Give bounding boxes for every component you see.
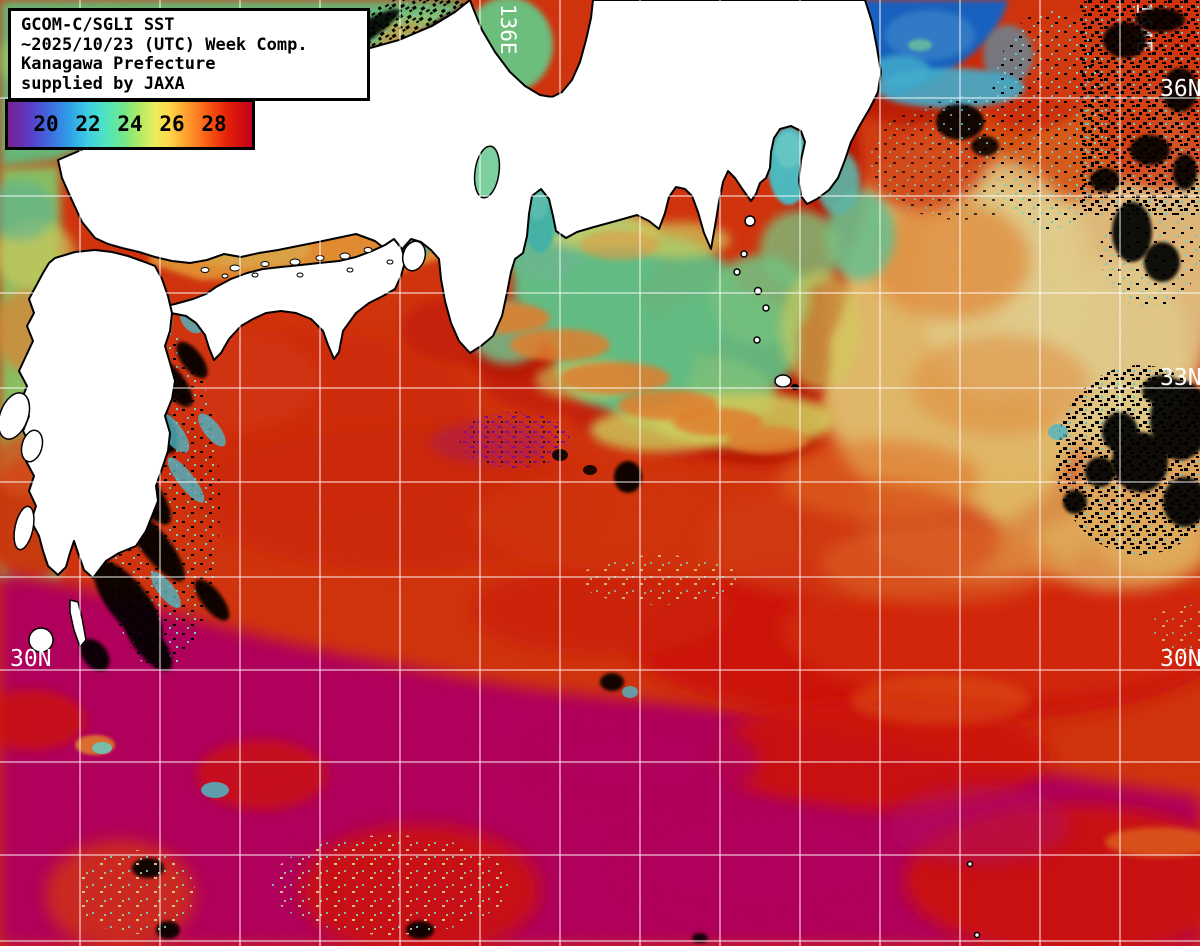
latitude-label-30n-left: 30N: [10, 646, 52, 672]
title-line-region: Kanagawa Prefecture: [21, 54, 216, 74]
colorbar-tick-22: 22: [75, 111, 101, 136]
colorbar-tick-26: 26: [159, 111, 185, 136]
land-kyushu: [18, 249, 176, 579]
land-layer: [0, 0, 981, 939]
latitude-label-33n-right: 33N: [1160, 365, 1200, 391]
latitude-label-36n-right: 36N: [1160, 76, 1200, 102]
colorbar-tick-24: 24: [117, 111, 143, 136]
land-honshu: [57, 0, 882, 354]
land-shikoku: [147, 238, 406, 361]
grid-labels: 36N 33N 30N 30N 136E: [10, 4, 1200, 672]
title-line-date: ~2025/10/23 (UTC) Week Comp.: [21, 34, 308, 55]
colorbar: 20 22 24 26 28: [5, 99, 255, 150]
colorbar-tick-28: 28: [201, 111, 227, 136]
colorbar-tick-20: 20: [33, 111, 59, 136]
longitude-label-136e: 136E: [496, 4, 520, 55]
latitude-label-30n-right: 30N: [1160, 646, 1200, 672]
title-box: GCOM-C/SGLI SST ~2025/10/23 (UTC) Week C…: [8, 8, 370, 101]
lake-biwa: [473, 145, 501, 199]
title-line-product: GCOM-C/SGLI SST: [21, 15, 175, 35]
title-line-source: supplied by JAXA: [21, 73, 185, 94]
